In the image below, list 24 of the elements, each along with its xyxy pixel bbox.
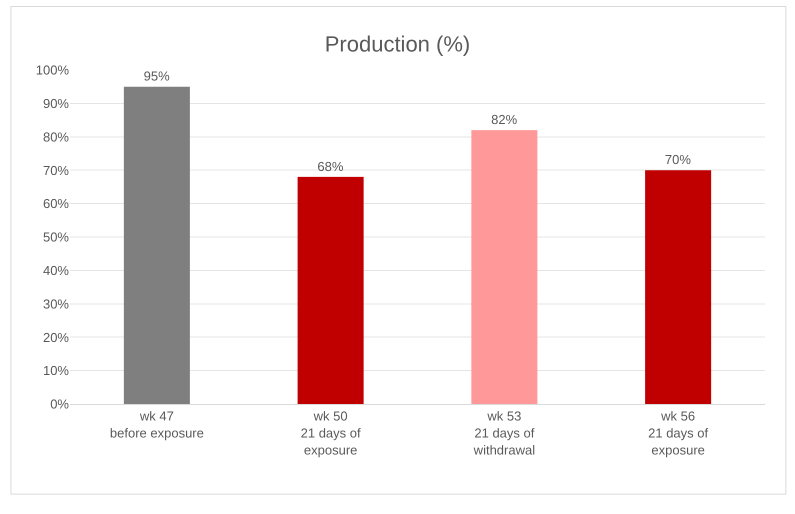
bar (471, 130, 538, 404)
y-tick-label: 70% (42, 162, 70, 178)
y-tick-label: 100% (36, 62, 70, 78)
y-tick-label: 80% (42, 129, 70, 144)
bar (298, 176, 364, 404)
y-tick-label: 0% (50, 396, 70, 412)
x-tick-label: wk 50 21 days of exposure (300, 408, 362, 458)
data-label: 82% (491, 112, 518, 128)
data-label: 95% (144, 68, 170, 84)
x-tick-label: wk 56 21 days of exposure (648, 408, 709, 458)
chart-title: Production (%) (324, 31, 470, 56)
y-tick-label: 50% (42, 230, 70, 245)
bar (645, 170, 712, 404)
x-tick-label: wk 53 21 days of withdrawal (472, 408, 536, 458)
y-tick-label: 30% (42, 296, 70, 312)
data-label: 68% (317, 158, 344, 174)
y-tick-label: 40% (42, 262, 70, 278)
y-tick-label: 60% (42, 196, 70, 212)
data-label: 70% (664, 152, 692, 168)
x-tick-label: wk 47 before exposure (110, 408, 204, 440)
y-tick-label: 20% (42, 330, 70, 345)
y-tick-label: 10% (42, 363, 70, 378)
y-tick-label: 90% (42, 96, 70, 111)
bar (124, 86, 190, 404)
